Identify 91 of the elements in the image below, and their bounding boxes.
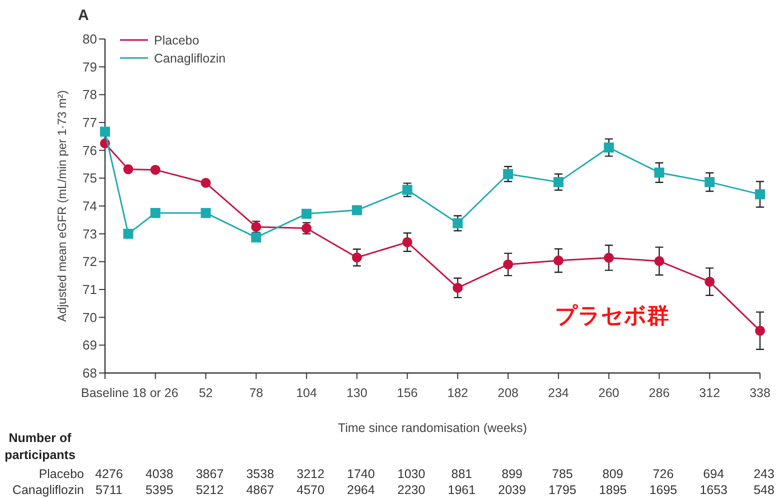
x-tick-label: 78 — [249, 386, 264, 400]
text: 3867 — [196, 467, 224, 481]
point — [352, 252, 362, 262]
x-tick-label: 156 — [396, 386, 418, 400]
point — [302, 208, 312, 219]
y-tick-label: 79 — [82, 59, 97, 74]
y-tick-label: 74 — [82, 198, 97, 214]
text: 1795 — [548, 483, 576, 497]
y-tick-label: 80 — [82, 32, 97, 46]
y-tick-label: 69 — [82, 338, 97, 353]
point — [654, 168, 664, 178]
text: 5711 — [96, 483, 122, 497]
x-tick-label: 312 — [699, 386, 720, 400]
x-tick-label: 286 — [648, 386, 670, 400]
point — [452, 282, 463, 293]
point — [503, 168, 514, 179]
point — [755, 189, 765, 200]
point — [604, 142, 614, 153]
text: 1895 — [598, 483, 627, 497]
text: 3212 — [296, 467, 324, 481]
x-axis-title: Time since randomisation (weeks) — [338, 421, 528, 435]
x-tick-label: 182 — [447, 386, 468, 400]
text: 243 — [754, 467, 774, 481]
text: 1961 — [448, 483, 476, 497]
text: Number of participants — [4, 431, 76, 462]
y-tick-label: 70 — [82, 310, 97, 325]
x-tick-label: 18 or 26 — [132, 386, 178, 400]
text: 1653 — [700, 483, 728, 497]
y-tick-label: 76 — [82, 142, 97, 158]
point — [200, 178, 211, 188]
point — [402, 184, 412, 195]
y-tick-label: 78 — [82, 87, 97, 102]
text: 4867 — [246, 483, 274, 497]
x-tick-label: Baseline — [81, 386, 130, 400]
point — [704, 276, 715, 287]
legend-label: Placebo — [154, 34, 200, 48]
text: 4038 — [145, 467, 174, 481]
y-axis-title: Adjusted mean eGFR (mL/min per 1·73 m²) — [55, 90, 69, 322]
x-tick-label: 208 — [498, 386, 519, 400]
y-tick-label: 75 — [82, 170, 97, 186]
text: A — [78, 7, 89, 24]
text: 726 — [652, 467, 674, 481]
legend-label: Canagliflozin — [154, 52, 226, 66]
text: 5212 — [196, 483, 224, 497]
x-tick-label: 52 — [198, 386, 213, 400]
point — [503, 259, 514, 270]
text: 2230 — [397, 483, 426, 497]
text: 548 — [754, 483, 774, 497]
text: 694 — [703, 467, 724, 481]
y-tick-label: 68 — [82, 366, 97, 380]
x-tick-label: 130 — [346, 386, 368, 400]
text: 5395 — [145, 483, 174, 497]
text: 2964 — [347, 483, 375, 497]
text: 4276 — [95, 467, 123, 481]
y-tick-label: 77 — [82, 115, 97, 130]
text: 1740 — [347, 467, 375, 481]
point — [654, 256, 664, 266]
text: 1695 — [649, 483, 678, 497]
point — [123, 228, 134, 239]
point — [100, 126, 110, 137]
point — [150, 208, 160, 218]
text: 2039 — [498, 483, 526, 497]
point — [352, 205, 362, 216]
point — [553, 177, 564, 188]
point — [123, 164, 134, 174]
point — [704, 177, 715, 188]
text: 899 — [502, 467, 523, 481]
text: 3538 — [246, 467, 274, 481]
text: Canagliflozin — [12, 483, 84, 497]
text: 809 — [602, 467, 624, 481]
text: 785 — [552, 467, 573, 481]
annotation: プラセボ群 — [555, 303, 669, 328]
x-tick-label: 338 — [750, 386, 770, 400]
y-tick-label: 73 — [82, 226, 97, 242]
point — [553, 256, 564, 266]
point — [604, 252, 614, 263]
point — [755, 326, 765, 336]
point — [452, 218, 463, 228]
x-tick-label: 104 — [296, 386, 318, 400]
x-tick-label: 260 — [598, 386, 620, 400]
text: 4570 — [296, 483, 324, 497]
y-tick-label: 71 — [82, 282, 97, 297]
text: Placebo — [38, 467, 84, 481]
text: 881 — [451, 467, 472, 481]
point — [251, 232, 262, 242]
text: 1030 — [397, 467, 426, 481]
point — [402, 237, 412, 248]
y-tick-label: 72 — [82, 254, 97, 270]
x-tick-label: 234 — [548, 386, 569, 400]
point — [150, 164, 160, 175]
point — [200, 208, 211, 218]
